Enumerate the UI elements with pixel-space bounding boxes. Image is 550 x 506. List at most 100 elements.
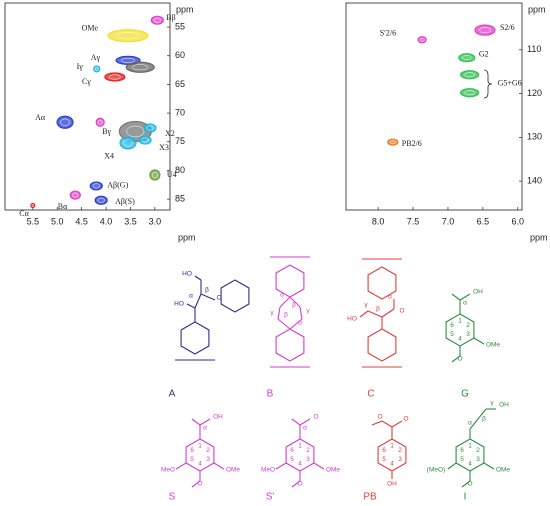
peak-contour (97, 197, 105, 203)
peak-label: OMe (82, 24, 99, 33)
atom-label: (MeO) (427, 467, 445, 474)
cross-peak (417, 36, 427, 44)
cross-peak (460, 70, 480, 80)
atom-label: O (403, 416, 408, 423)
atom-label: α (303, 425, 307, 432)
atom-label: β (292, 302, 296, 309)
peak-label: G5+G6 (498, 79, 522, 88)
peak-label: Iγ (77, 62, 84, 71)
bond (291, 480, 301, 488)
benzene-ring (275, 328, 305, 362)
peak-contour (109, 74, 121, 80)
peak-contour (141, 137, 149, 143)
atom-label: 3 (398, 456, 402, 463)
x-tick-label: 4.5 (75, 216, 88, 226)
atom-label: O (313, 414, 318, 421)
y-tick-label: 110 (527, 44, 541, 54)
peak-label: Bα (58, 202, 68, 211)
atom-label: OH (387, 481, 397, 488)
atom-label: 3 (476, 456, 480, 463)
atom-label: 6 (382, 447, 386, 454)
cross-peak (143, 123, 157, 133)
bond (381, 420, 393, 428)
structure-name: B (267, 389, 274, 400)
atom-label: O (377, 414, 382, 421)
atom-label: α (463, 300, 467, 307)
x-tick-label: 5.0 (51, 216, 64, 226)
structure-name: I (464, 492, 467, 503)
atom-label: O (297, 481, 302, 488)
bond (191, 418, 201, 426)
bond (299, 306, 303, 320)
peak-label: PB2/6 (402, 139, 422, 148)
peak-label: Cα (19, 209, 29, 218)
atom-label: 2 (206, 447, 210, 454)
atom-label: 1 (298, 443, 302, 450)
y-axis-label: ppm (176, 4, 194, 14)
atom-label: OMe (326, 467, 340, 474)
bond (477, 408, 487, 420)
bond (279, 296, 291, 308)
peak-label: G2 (479, 50, 489, 59)
cross-peak (149, 169, 161, 181)
y-tick-label: 75 (175, 136, 185, 146)
atom-label: α (298, 320, 302, 327)
y-tick-label: 65 (175, 79, 185, 89)
y-tick-label: 80 (175, 165, 185, 175)
cross-peak (94, 195, 108, 205)
peak-contour (153, 17, 161, 23)
y-tick-label: 120 (527, 88, 542, 98)
atom-label: OH (473, 289, 483, 296)
x-tick-label: 6.0 (512, 216, 525, 226)
cross-peak (119, 136, 137, 150)
peak-contour (31, 204, 35, 207)
x-tick-label: 4.0 (100, 216, 113, 226)
x-tick-label: 5.5 (27, 216, 40, 226)
atom-label: γ (490, 400, 494, 407)
y-tick-label: 140 (527, 175, 542, 185)
peak-contour (121, 57, 135, 63)
x-tick-label: 3.5 (124, 216, 137, 226)
atom-label: 5 (190, 456, 194, 463)
bond (194, 275, 202, 281)
atom-label: α (189, 293, 193, 300)
bond (367, 310, 383, 318)
peak-label: Cγ (82, 77, 91, 86)
cross-peak (69, 190, 81, 200)
peak-contour (462, 55, 472, 61)
bond (371, 420, 383, 426)
peak-contour (389, 140, 396, 145)
atom-label: 4 (458, 336, 462, 343)
atom-label: β (482, 416, 486, 423)
atom-label: 6 (290, 447, 294, 454)
cross-peak (95, 117, 105, 127)
atom-label: γ (306, 308, 310, 315)
cross-peak (56, 115, 74, 129)
structure-name: A (169, 389, 176, 400)
peak-label: Bγ (102, 127, 111, 136)
peak-contour (126, 125, 145, 138)
plot-frame (345, 2, 523, 211)
y-tick-label: 60 (175, 50, 185, 60)
bond (451, 355, 461, 363)
peak-contour (72, 192, 79, 198)
bond (461, 480, 471, 488)
peak-contour (123, 139, 133, 147)
bond (191, 480, 201, 488)
structure-name: S′ (266, 492, 275, 503)
bond (291, 418, 301, 426)
bond (381, 308, 395, 318)
atom-label: 3 (466, 331, 470, 338)
bond (277, 318, 291, 330)
atom-label: 5 (460, 456, 464, 463)
cross-peak (138, 135, 152, 145)
structure-name: G (461, 389, 469, 400)
atom-label: γ (364, 302, 368, 309)
structure-name: S (169, 492, 176, 503)
peak-label: X4 (104, 152, 114, 161)
cross-peak (104, 72, 126, 82)
bond (359, 310, 369, 318)
cross-peak (93, 65, 101, 73)
atom-label: OMe (496, 467, 510, 474)
